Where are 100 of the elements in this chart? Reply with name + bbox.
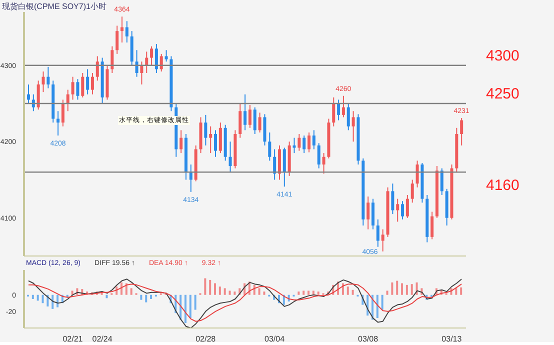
x-tick-label: 03/08 (358, 334, 379, 344)
candlestick (273, 148, 276, 180)
bar (214, 283, 216, 295)
candlestick (46, 66, 50, 89)
bar (302, 290, 305, 295)
candlestick (189, 164, 192, 192)
candlestick (396, 198, 400, 222)
candlestick (86, 68, 90, 95)
candlestick (258, 112, 262, 133)
candlestick (346, 103, 350, 131)
candlestick (253, 106, 256, 134)
candlestick (66, 89, 70, 112)
x-tick-label: 02/24 (92, 334, 113, 344)
bar (258, 288, 260, 295)
candlestick (96, 56, 99, 82)
bar (410, 284, 413, 295)
bar (234, 292, 236, 295)
candlestick (145, 51, 148, 74)
candlestick (110, 46, 114, 74)
candlestick (337, 99, 340, 121)
candlestick (401, 200, 404, 220)
candlestick (268, 132, 272, 162)
ref-line-label: 4250 (486, 86, 520, 102)
bar (406, 284, 408, 295)
candlestick (120, 16, 124, 43)
candlestick (90, 72, 94, 95)
candlestick (410, 179, 414, 204)
bar (346, 286, 349, 295)
candlestick (61, 99, 64, 127)
bar (209, 280, 212, 295)
candlestick (116, 25, 119, 54)
ref-line-label: 4160 (486, 177, 520, 194)
bar (189, 294, 192, 318)
candlestick (416, 160, 419, 188)
candlestick (282, 147, 286, 188)
bar (376, 294, 378, 318)
bar (224, 288, 226, 295)
bar (130, 288, 132, 295)
candlestick (391, 183, 394, 215)
candlestick (218, 122, 222, 154)
candlestick (381, 228, 384, 252)
candlestick (430, 211, 434, 240)
bar (150, 294, 152, 299)
bar (401, 283, 404, 295)
candlestick (150, 46, 154, 66)
candlestick (32, 94, 35, 112)
bar (386, 290, 388, 295)
candlestick (140, 61, 144, 85)
candlestick (76, 78, 80, 100)
bar (218, 286, 221, 295)
bar (298, 292, 300, 295)
bar (317, 292, 320, 295)
bar (140, 294, 142, 300)
bar (352, 290, 354, 295)
candlestick (332, 96, 336, 127)
candlestick (209, 126, 212, 154)
bar (228, 290, 231, 295)
bar (36, 294, 39, 301)
candlestick (308, 132, 311, 153)
bar (56, 294, 59, 308)
candlestick (317, 142, 320, 169)
candlestick (376, 218, 380, 248)
x-tick-label: 03/13 (442, 334, 462, 344)
candlestick (135, 50, 138, 78)
candlestick (160, 53, 163, 72)
candlestick (352, 110, 355, 142)
candlestick (322, 152, 326, 174)
candlestick (214, 130, 218, 158)
candlestick (180, 130, 183, 154)
candlestick (238, 103, 242, 138)
bar (120, 282, 123, 295)
bar (455, 288, 458, 295)
candlestick (244, 94, 247, 131)
candlestick (71, 76, 74, 100)
candlestick (371, 198, 374, 230)
candlestick (27, 84, 30, 104)
candlestick (204, 114, 208, 146)
candlestick (36, 80, 40, 110)
x-tick-label: 03/04 (264, 334, 286, 344)
candlestick (56, 110, 60, 136)
ref-line-label: 4300 (486, 47, 520, 64)
candlestick (164, 50, 168, 62)
bar (460, 287, 462, 295)
candlestick (366, 196, 370, 230)
bar (194, 294, 196, 310)
bar (42, 294, 44, 304)
bar (32, 294, 34, 299)
line-series (28, 278, 462, 328)
bar (396, 280, 398, 295)
bar (184, 294, 186, 324)
bar (308, 290, 310, 295)
chart-title: 现货白银(CPME SOY7)1小时 (2, 1, 106, 12)
line-series (28, 284, 462, 322)
candlestick (248, 104, 252, 128)
candlestick (406, 194, 409, 218)
candlestick (154, 44, 158, 74)
candlestick (228, 141, 232, 173)
x-tick-label: 02/28 (196, 334, 216, 344)
candlestick (460, 117, 464, 146)
bar (263, 292, 266, 295)
